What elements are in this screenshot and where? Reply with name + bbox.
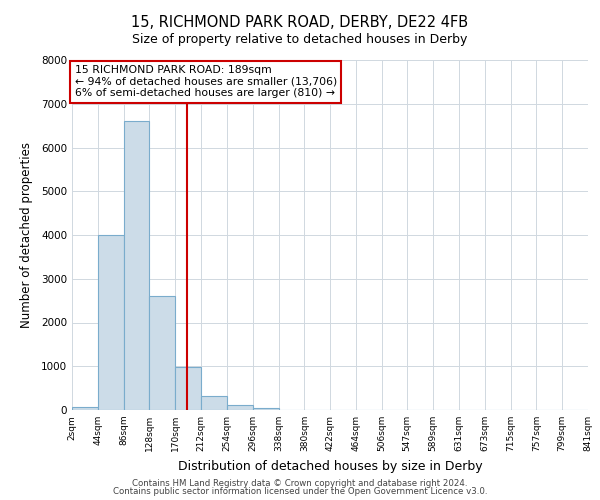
Bar bbox=[124, 121, 149, 410]
Text: Contains public sector information licensed under the Open Government Licence v3: Contains public sector information licen… bbox=[113, 487, 487, 496]
Bar bbox=[149, 296, 175, 410]
X-axis label: Distribution of detached houses by size in Derby: Distribution of detached houses by size … bbox=[178, 460, 482, 472]
Bar bbox=[98, 235, 124, 410]
Bar bbox=[253, 408, 278, 410]
Text: 15, RICHMOND PARK ROAD, DERBY, DE22 4FB: 15, RICHMOND PARK ROAD, DERBY, DE22 4FB bbox=[131, 15, 469, 30]
Bar bbox=[201, 396, 227, 410]
Text: Size of property relative to detached houses in Derby: Size of property relative to detached ho… bbox=[133, 32, 467, 46]
Bar bbox=[72, 408, 98, 410]
Text: 15 RICHMOND PARK ROAD: 189sqm
← 94% of detached houses are smaller (13,706)
6% o: 15 RICHMOND PARK ROAD: 189sqm ← 94% of d… bbox=[74, 66, 337, 98]
Bar bbox=[227, 405, 253, 410]
Y-axis label: Number of detached properties: Number of detached properties bbox=[20, 142, 32, 328]
Text: Contains HM Land Registry data © Crown copyright and database right 2024.: Contains HM Land Registry data © Crown c… bbox=[132, 478, 468, 488]
Bar bbox=[175, 368, 201, 410]
